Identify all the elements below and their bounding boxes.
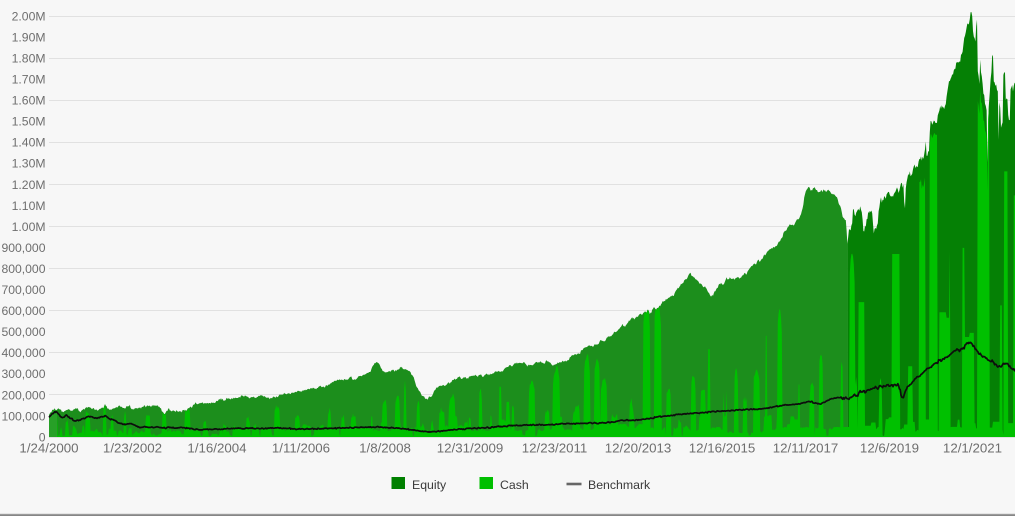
svg-text:12/31/2009: 12/31/2009 bbox=[437, 441, 504, 456]
svg-text:600,000: 600,000 bbox=[1, 304, 45, 318]
svg-text:1.70M: 1.70M bbox=[12, 73, 46, 87]
svg-text:900,000: 900,000 bbox=[1, 241, 45, 255]
svg-text:12/6/2019: 12/6/2019 bbox=[860, 441, 919, 456]
svg-text:Benchmark: Benchmark bbox=[588, 478, 651, 492]
svg-text:Equity: Equity bbox=[412, 478, 447, 492]
svg-text:2.00M: 2.00M bbox=[12, 9, 46, 23]
svg-text:12/11/2017: 12/11/2017 bbox=[773, 441, 839, 456]
svg-text:100,000: 100,000 bbox=[1, 409, 45, 423]
svg-text:12/16/2015: 12/16/2015 bbox=[689, 441, 756, 456]
svg-text:1.60M: 1.60M bbox=[12, 94, 46, 108]
svg-text:1.30M: 1.30M bbox=[12, 157, 46, 171]
svg-text:700,000: 700,000 bbox=[1, 283, 45, 297]
svg-text:1.00M: 1.00M bbox=[12, 220, 46, 234]
svg-text:1.40M: 1.40M bbox=[12, 136, 46, 150]
svg-text:12/1/2021: 12/1/2021 bbox=[943, 441, 1002, 456]
svg-text:300,000: 300,000 bbox=[1, 367, 45, 381]
svg-text:200,000: 200,000 bbox=[1, 388, 45, 402]
svg-text:800,000: 800,000 bbox=[1, 262, 45, 276]
svg-text:12/20/2013: 12/20/2013 bbox=[605, 441, 672, 456]
svg-text:1.20M: 1.20M bbox=[12, 178, 46, 192]
svg-text:1.90M: 1.90M bbox=[12, 31, 46, 45]
svg-text:1.10M: 1.10M bbox=[12, 199, 46, 213]
svg-text:1.50M: 1.50M bbox=[12, 115, 46, 129]
svg-text:1/16/2004: 1/16/2004 bbox=[187, 441, 246, 456]
svg-text:1/24/2000: 1/24/2000 bbox=[19, 441, 78, 456]
svg-text:1.80M: 1.80M bbox=[12, 52, 46, 66]
svg-text:Cash: Cash bbox=[500, 478, 529, 492]
svg-text:0: 0 bbox=[39, 430, 46, 444]
svg-text:1/8/2008: 1/8/2008 bbox=[359, 441, 411, 456]
svg-text:1/23/2002: 1/23/2002 bbox=[103, 441, 162, 456]
svg-text:500,000: 500,000 bbox=[1, 325, 45, 339]
svg-text:12/23/2011: 12/23/2011 bbox=[522, 441, 588, 456]
svg-text:1/11/2006: 1/11/2006 bbox=[272, 441, 330, 456]
svg-text:400,000: 400,000 bbox=[1, 346, 45, 360]
